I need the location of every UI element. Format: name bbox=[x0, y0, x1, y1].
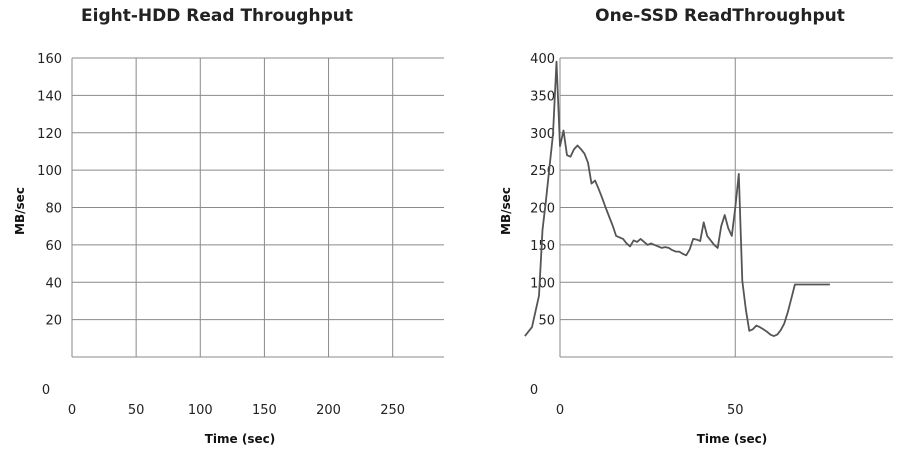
chart-1-xlabel: Time (sec) bbox=[204, 432, 276, 446]
chart-1-ytick-label: 140 bbox=[37, 89, 62, 104]
chart-1-xtick-label: 50 bbox=[128, 403, 145, 418]
chart-1-ytick-label: 0 bbox=[42, 383, 50, 398]
chart-2-xlabel: Time (sec) bbox=[696, 432, 768, 446]
chart-1-ytick-label: 40 bbox=[45, 276, 62, 291]
chart-1-xtick-label: 250 bbox=[380, 403, 405, 418]
chart-1-ytick-label: 20 bbox=[45, 314, 62, 329]
chart-2-ytick-label: 50 bbox=[538, 314, 555, 329]
chart-2-ytick-label: 100 bbox=[530, 276, 555, 291]
chart-2-ytick-label: 350 bbox=[530, 89, 555, 104]
chart-1-xtick-label: 100 bbox=[188, 403, 213, 418]
chart-2-ytick-label: 200 bbox=[530, 202, 555, 217]
chart-2-series-line-1 bbox=[524, 60, 830, 337]
chart-1-xtick-label: 0 bbox=[68, 403, 76, 418]
chart-1-xtick-label: 200 bbox=[316, 403, 341, 418]
chart-1-ytick-label: 80 bbox=[45, 202, 62, 217]
chart-1-title: Eight-HDD Read Throughput bbox=[81, 6, 353, 26]
chart-2-xtick-label: 50 bbox=[727, 403, 744, 418]
chart-1-ytick-label: 160 bbox=[37, 52, 62, 67]
chart-2-ytick-label: 400 bbox=[530, 52, 555, 67]
chart-2-ytick-label: 0 bbox=[530, 383, 538, 398]
chart-2-xtick-label: 0 bbox=[556, 403, 564, 418]
chart-2-ytick-label: 300 bbox=[530, 127, 555, 142]
chart-2-title: One-SSD ReadThroughput bbox=[595, 6, 845, 26]
chart-2-ytick-label: 150 bbox=[530, 239, 555, 254]
chart-2-ytick-label: 250 bbox=[530, 164, 555, 179]
chart-1-xtick-label: 150 bbox=[252, 403, 277, 418]
chart-1-ytick-label: 100 bbox=[37, 164, 62, 179]
chart-1-ytick-label: 120 bbox=[37, 127, 62, 142]
chart-1-ytick-label: 60 bbox=[45, 239, 62, 254]
